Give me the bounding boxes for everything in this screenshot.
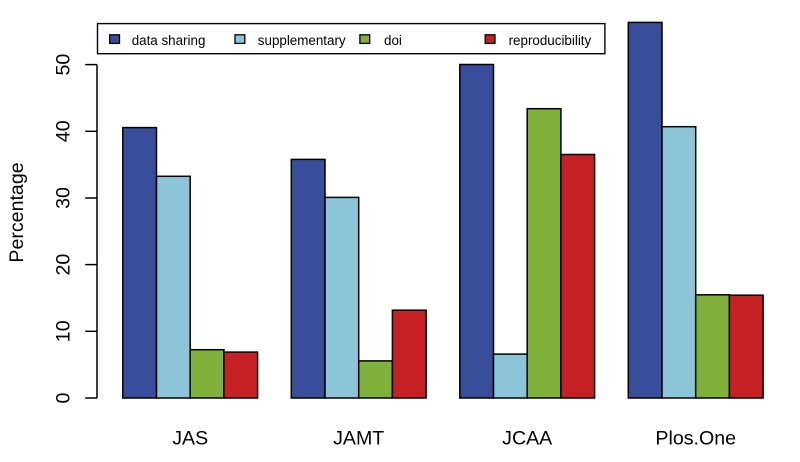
svg-text:Plos.One: Plos.One [655,427,736,449]
svg-text:reproducibility: reproducibility [509,33,592,48]
svg-text:JAS: JAS [172,427,208,449]
svg-text:20: 20 [53,254,75,276]
svg-text:30: 30 [53,187,75,209]
svg-text:JCAA: JCAA [502,427,553,449]
svg-text:JAMT: JAMT [333,427,384,449]
svg-text:0: 0 [53,392,75,403]
svg-text:doi: doi [384,33,402,48]
svg-text:data sharing: data sharing [132,33,206,48]
svg-text:10: 10 [53,320,75,342]
svg-text:Percentage: Percentage [6,162,28,262]
svg-text:supplementary: supplementary [258,33,346,48]
svg-text:40: 40 [53,120,75,142]
svg-text:50: 50 [53,54,75,76]
